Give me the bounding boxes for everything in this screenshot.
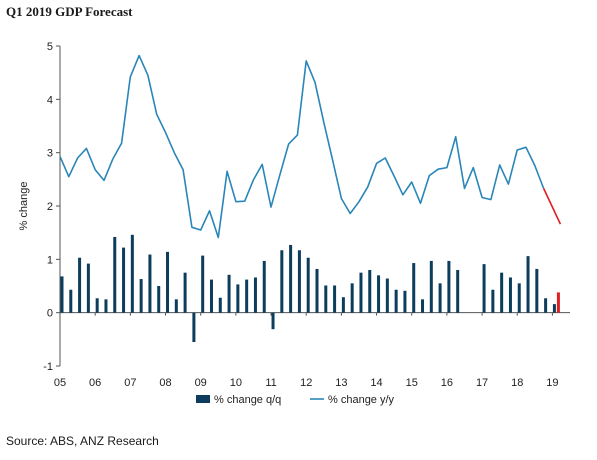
bar: [368, 270, 372, 313]
bar: [253, 277, 257, 313]
legend-label-yy: % change y/y: [328, 394, 395, 406]
bar: [517, 283, 521, 313]
legend-label-qq: % change q/q: [214, 394, 281, 406]
bar: [385, 278, 389, 313]
bar: [174, 299, 178, 313]
bar: [500, 272, 504, 313]
bar: [166, 251, 170, 313]
line-group: [59, 54, 562, 239]
bar: [122, 247, 126, 313]
bar: [113, 236, 117, 313]
x-tick-label: 12: [300, 377, 312, 389]
x-tick-label: 07: [124, 377, 136, 389]
x-tick-label: 19: [546, 377, 558, 389]
bar: [148, 254, 152, 313]
y-tick-label: 4: [47, 94, 53, 106]
y-tick-label: 5: [47, 41, 53, 53]
bar: [333, 285, 337, 313]
bar: [315, 268, 319, 313]
bar: [157, 286, 161, 313]
forecast-bar: [556, 292, 560, 313]
bar: [482, 264, 486, 313]
x-tick-label: 18: [511, 377, 523, 389]
bar: [289, 244, 293, 313]
chart-title: Q1 2019 GDP Forecast: [6, 4, 133, 19]
bar: [262, 260, 266, 313]
bar: [95, 298, 99, 313]
bar: [412, 263, 416, 313]
y-tick-label: -1: [43, 361, 53, 373]
legend-group: % change q/q % change y/y: [196, 394, 395, 406]
bar: [69, 289, 73, 313]
bar: [86, 263, 90, 313]
bar: [544, 298, 548, 313]
x-tick-label: 15: [406, 377, 418, 389]
y-tick-label: 3: [47, 148, 53, 160]
bar: [60, 276, 64, 313]
bar: [438, 283, 442, 313]
y-tick-label: 0: [47, 308, 53, 320]
bar: [245, 279, 249, 313]
x-tick-label: 16: [441, 377, 453, 389]
bar: [130, 234, 134, 313]
bar: [341, 297, 345, 313]
y-tick-label: 2: [47, 201, 53, 213]
bar: [306, 257, 310, 313]
x-tick-label: 08: [159, 377, 171, 389]
bar: [394, 289, 398, 313]
bar: [508, 277, 512, 313]
bar: [139, 279, 143, 313]
x-tick-label: 09: [195, 377, 207, 389]
bar: [526, 256, 530, 313]
bar: [429, 260, 433, 313]
x-tick-label: 11: [265, 377, 276, 389]
bar: [552, 304, 556, 313]
bar: [491, 289, 495, 313]
bar: [183, 272, 187, 313]
bar: [271, 312, 275, 330]
bar: [421, 299, 425, 313]
bar: [350, 283, 354, 313]
bar: [78, 257, 82, 313]
series-line-yy: [59, 54, 545, 239]
bar: [218, 297, 222, 313]
bars-group: [60, 234, 560, 342]
bar: [201, 255, 205, 313]
bar: [104, 299, 108, 313]
x-tick-label: 13: [335, 377, 347, 389]
bar: [297, 250, 301, 313]
bar: [324, 285, 328, 313]
x-tick-label: 17: [476, 377, 488, 389]
bar: [403, 290, 407, 313]
bar: [236, 284, 240, 313]
bar: [359, 272, 363, 313]
bar: [456, 270, 460, 313]
x-tick-label: 14: [370, 377, 382, 389]
source-note: Source: ABS, ANZ Research: [6, 434, 159, 448]
bar: [192, 312, 196, 342]
y-tick-label: 1: [47, 254, 53, 266]
bar: [209, 279, 213, 313]
bar: [535, 268, 539, 313]
x-tick-label: 05: [54, 377, 66, 389]
x-tick-label: 06: [89, 377, 101, 389]
legend-swatch-qq: [196, 395, 210, 403]
x-tick-label: 10: [230, 377, 242, 389]
bar: [280, 250, 284, 313]
y-axis-label: % change: [18, 182, 30, 231]
bar: [377, 275, 381, 313]
bar: [447, 260, 451, 313]
bar: [227, 274, 231, 313]
forecast-line-segment: [542, 188, 562, 225]
